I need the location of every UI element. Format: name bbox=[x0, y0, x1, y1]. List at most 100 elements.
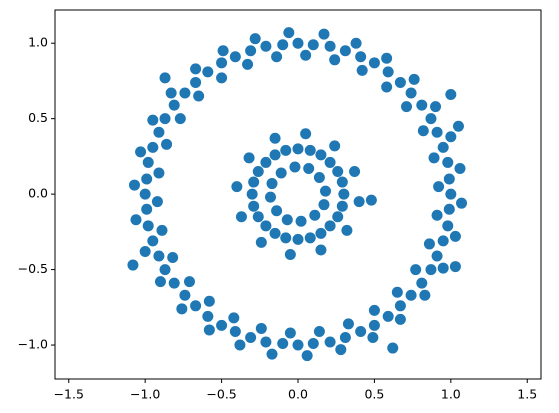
point bbox=[260, 220, 272, 232]
point bbox=[147, 141, 159, 153]
point bbox=[280, 232, 292, 244]
point bbox=[147, 235, 159, 247]
point bbox=[248, 200, 260, 212]
point bbox=[443, 203, 455, 215]
y-tick-label: 0.5 bbox=[28, 110, 48, 125]
point bbox=[190, 300, 202, 312]
point bbox=[425, 113, 437, 125]
point bbox=[127, 259, 139, 271]
point bbox=[437, 141, 449, 153]
point bbox=[183, 276, 195, 288]
x-tick-label: 1.5 bbox=[517, 387, 537, 402]
point bbox=[368, 319, 380, 331]
point bbox=[242, 58, 254, 70]
point bbox=[416, 99, 428, 111]
point bbox=[318, 199, 330, 211]
point bbox=[128, 179, 140, 191]
point bbox=[315, 244, 327, 256]
point bbox=[416, 277, 428, 289]
point bbox=[217, 45, 229, 57]
point bbox=[430, 101, 442, 113]
point bbox=[292, 143, 304, 155]
point bbox=[216, 57, 228, 69]
point bbox=[324, 40, 336, 52]
point bbox=[284, 248, 296, 260]
point bbox=[405, 87, 417, 99]
y-tick-label: 1.0 bbox=[28, 35, 48, 50]
point bbox=[349, 165, 361, 177]
marks bbox=[127, 27, 468, 362]
point bbox=[203, 324, 215, 336]
x-tick-label: −1.5 bbox=[54, 387, 84, 402]
point bbox=[304, 232, 316, 244]
point bbox=[266, 348, 278, 360]
point bbox=[324, 156, 336, 168]
point bbox=[318, 28, 330, 40]
point bbox=[174, 113, 186, 125]
point bbox=[428, 152, 440, 164]
point bbox=[315, 227, 327, 239]
y-tick-label: −1.0 bbox=[18, 337, 48, 352]
point bbox=[135, 146, 147, 158]
point bbox=[445, 89, 457, 101]
point bbox=[193, 90, 205, 102]
point bbox=[167, 252, 179, 264]
point bbox=[329, 54, 341, 66]
point bbox=[248, 176, 260, 188]
axes-frame bbox=[54, 9, 542, 380]
point bbox=[229, 51, 241, 63]
point bbox=[179, 87, 191, 99]
point bbox=[153, 167, 165, 179]
point bbox=[442, 156, 454, 168]
point bbox=[292, 339, 304, 351]
point bbox=[300, 128, 312, 140]
x-tick-label: 1.0 bbox=[441, 387, 461, 402]
point bbox=[252, 165, 264, 177]
point bbox=[269, 227, 281, 239]
point bbox=[442, 220, 454, 232]
point bbox=[365, 194, 377, 206]
point bbox=[275, 167, 287, 179]
point bbox=[423, 238, 435, 250]
point bbox=[301, 350, 313, 362]
point bbox=[307, 39, 319, 51]
y-tick-label: 0.0 bbox=[28, 186, 48, 201]
point bbox=[168, 99, 180, 111]
point bbox=[165, 87, 177, 99]
point bbox=[141, 173, 153, 185]
point bbox=[355, 51, 367, 63]
point bbox=[153, 250, 165, 262]
point bbox=[260, 156, 272, 168]
point bbox=[249, 33, 261, 45]
point bbox=[141, 203, 153, 215]
point bbox=[449, 230, 461, 242]
point bbox=[139, 245, 151, 257]
point bbox=[252, 211, 264, 223]
point bbox=[336, 176, 348, 188]
point bbox=[292, 37, 304, 49]
point bbox=[161, 138, 173, 150]
point bbox=[443, 173, 455, 185]
point bbox=[245, 45, 257, 57]
point bbox=[408, 73, 420, 85]
point bbox=[405, 289, 417, 301]
point bbox=[176, 303, 188, 315]
point bbox=[260, 40, 272, 52]
point bbox=[277, 338, 289, 350]
point bbox=[292, 233, 304, 245]
point bbox=[235, 211, 247, 223]
point bbox=[456, 197, 468, 209]
point bbox=[234, 339, 246, 351]
point bbox=[315, 149, 327, 161]
point bbox=[391, 286, 403, 298]
point bbox=[154, 276, 166, 288]
point bbox=[304, 144, 316, 156]
point bbox=[394, 313, 406, 325]
point bbox=[284, 327, 296, 339]
y-tick-label: −0.5 bbox=[18, 261, 48, 276]
point bbox=[269, 149, 281, 161]
point bbox=[332, 165, 344, 177]
point bbox=[281, 214, 293, 226]
point bbox=[332, 211, 344, 223]
